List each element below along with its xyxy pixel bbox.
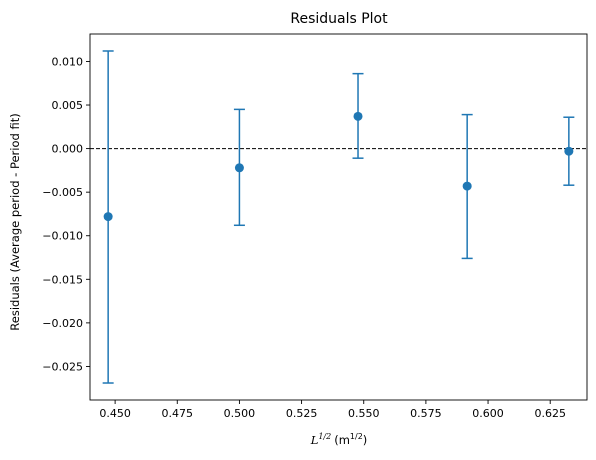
x-axis-unit-exponent: 1/2 <box>350 432 363 441</box>
data-point <box>103 212 113 222</box>
x-axis-label: L1/2 (m1/2) <box>310 432 368 447</box>
y-axis-label: Residuals (Average period - Period fit) <box>8 113 22 330</box>
y-tick-label: 0.010 <box>52 55 84 68</box>
x-axis-unit-open: (m <box>334 433 350 447</box>
x-axis-unit-close: ) <box>363 433 368 447</box>
y-tick-label: −0.020 <box>42 317 83 330</box>
x-tick-label: 0.450 <box>99 407 131 420</box>
x-tick-label: 0.600 <box>472 407 504 420</box>
plot-area: 0.450 0.475 0.500 0.525 0.550 0.575 0.600 0.625… <box>42 33 588 420</box>
data-point <box>234 163 244 173</box>
data-point <box>462 181 472 191</box>
y-tick-label: −0.015 <box>42 273 83 286</box>
x-tick-label: 0.575 <box>410 407 442 420</box>
y-tick-label: −0.010 <box>42 230 83 243</box>
x-tick-label: 0.625 <box>534 407 566 420</box>
x-axis-symbol: L <box>310 433 319 447</box>
x-tick-label: 0.475 <box>162 407 194 420</box>
y-tick-label: 0.000 <box>52 143 84 156</box>
x-tick-label: 0.500 <box>224 407 256 420</box>
y-tick-label: −0.005 <box>42 186 83 199</box>
data-point <box>564 146 574 156</box>
x-axis-exponent: 1/2 <box>318 432 331 441</box>
y-tick-label: −0.025 <box>42 360 83 373</box>
y-tick-label: 0.005 <box>52 99 84 112</box>
data-point <box>353 111 363 121</box>
chart-title: Residuals Plot <box>290 11 388 27</box>
axes-frame <box>89 33 588 401</box>
x-tick-label: 0.525 <box>286 407 318 420</box>
x-tick-label: 0.550 <box>348 407 380 420</box>
